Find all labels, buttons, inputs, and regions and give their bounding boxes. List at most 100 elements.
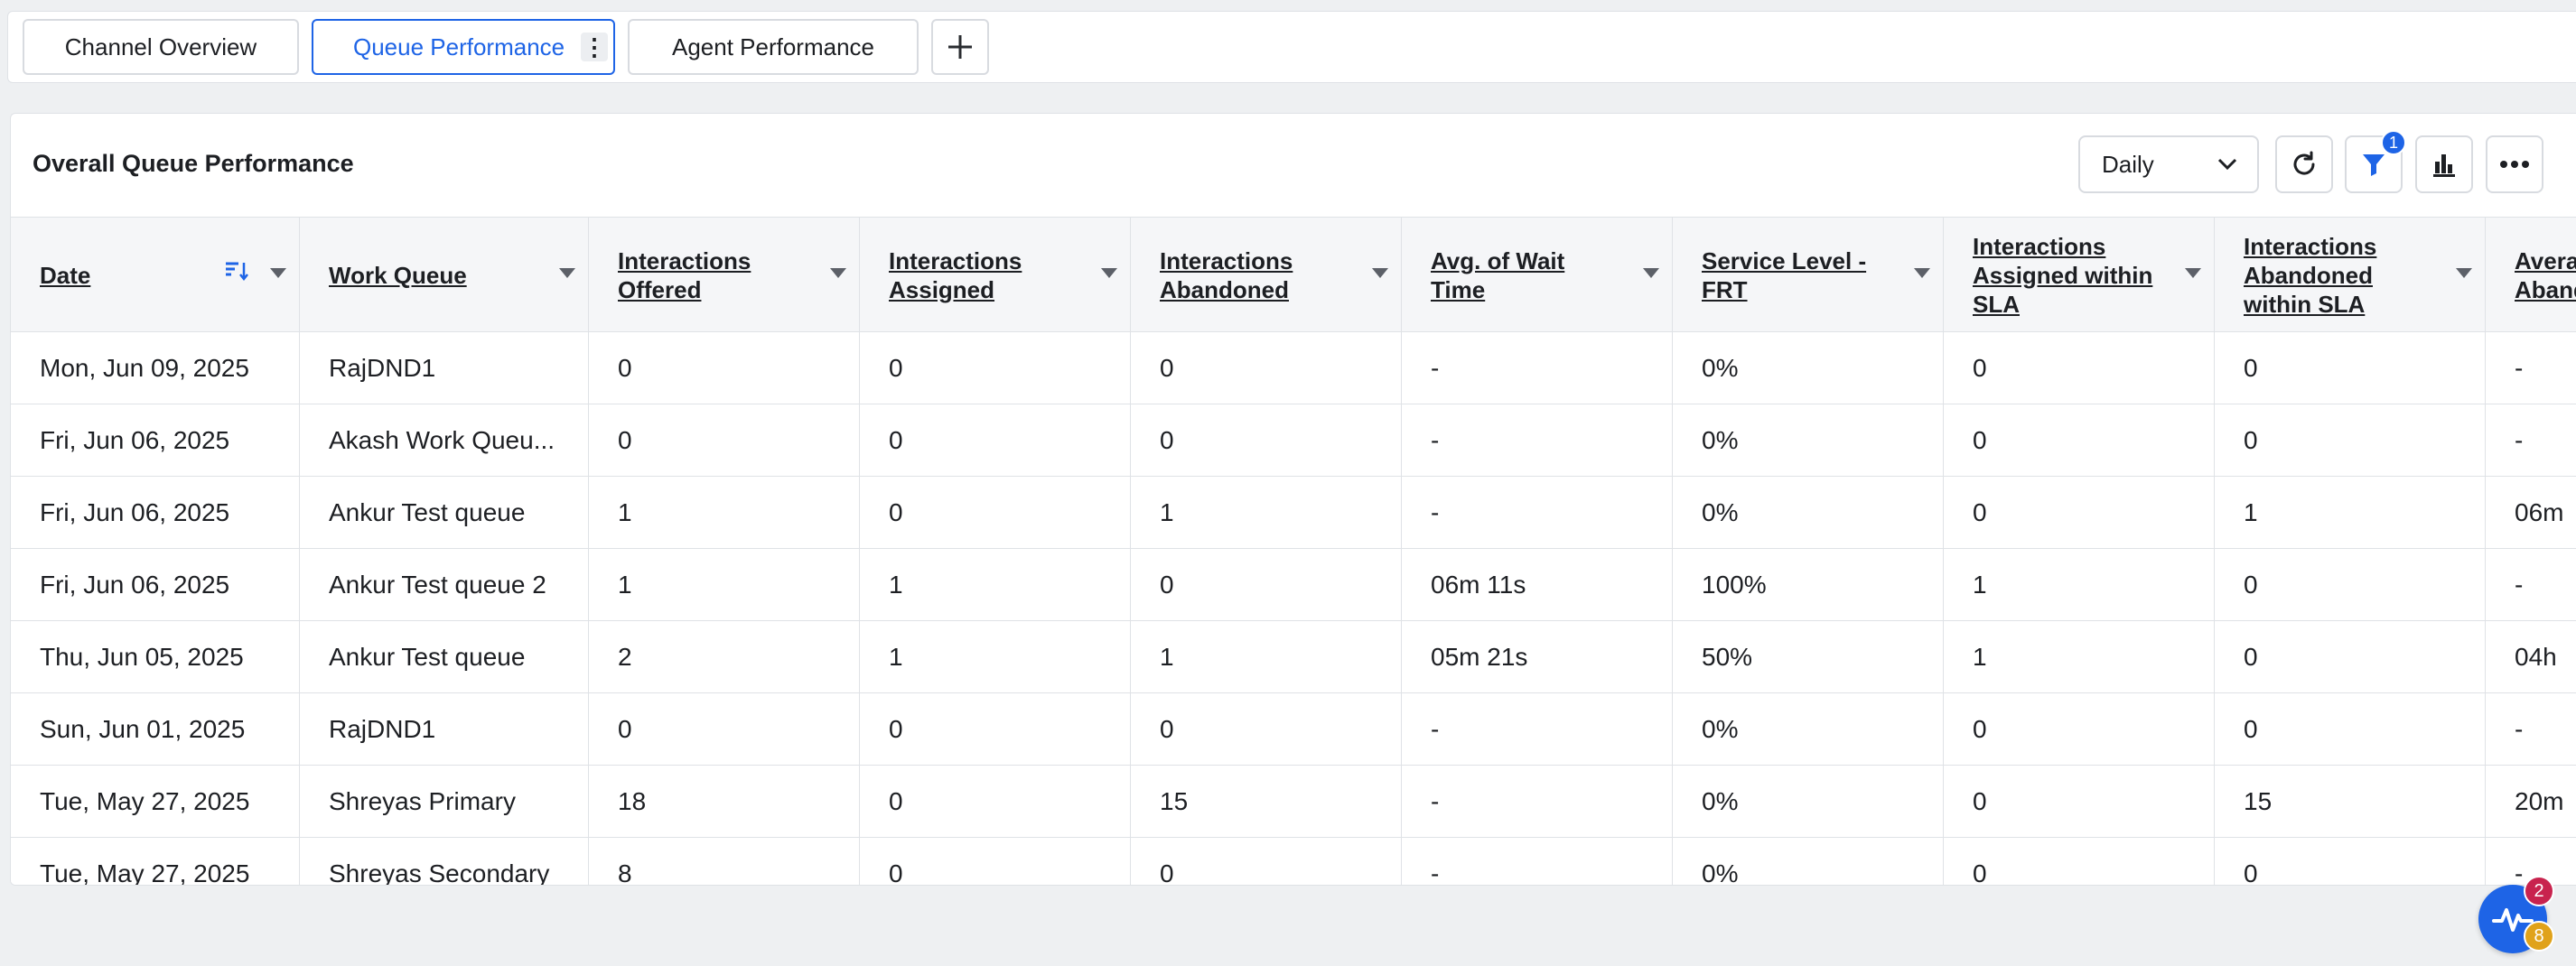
- column-menu-caret-icon[interactable]: [2456, 268, 2472, 278]
- cell-interactions-abandoned: 0: [1131, 332, 1402, 404]
- column-menu-caret-icon[interactable]: [270, 268, 286, 278]
- tab-channel-overview[interactable]: Channel Overview: [23, 19, 299, 75]
- cell-interactions-abandoned: 0: [1131, 404, 1402, 477]
- cell-work-queue: RajDND1: [300, 693, 589, 766]
- column-menu-caret-icon[interactable]: [830, 268, 846, 278]
- filter-button[interactable]: 1: [2345, 130, 2406, 193]
- refresh-button[interactable]: [2275, 135, 2333, 193]
- cell-abandoned-within-sla: 0: [2215, 404, 2486, 477]
- cell-average-abandoned: -: [2486, 693, 2576, 766]
- alert-count-badge: 2: [2524, 876, 2554, 906]
- cell-work-queue: Ankur Test queue 2: [300, 549, 589, 621]
- cell-service-level-frt: 0%: [1673, 766, 1944, 838]
- column-header-label: Interactions Assigned within SLA: [1973, 233, 2153, 318]
- filter-count-badge: 1: [2381, 130, 2406, 155]
- cell-work-queue: Shreyas Secondary: [300, 838, 589, 885]
- cell-assigned-within-sla: 1: [1944, 549, 2215, 621]
- cell-date: Fri, Jun 06, 2025: [11, 477, 300, 549]
- table-header: Date Work Queue Interactions Offered Int…: [11, 217, 2576, 333]
- bar-chart-icon: [2433, 154, 2455, 177]
- cell-assigned-within-sla: 1: [1944, 621, 2215, 693]
- column-header-date[interactable]: Date: [11, 218, 300, 333]
- cell-avg-wait-time: -: [1402, 332, 1673, 404]
- table-row[interactable]: Fri, Jun 06, 2025 Ankur Test queue 2 1 1 0 06…: [11, 549, 2576, 621]
- cell-date: Fri, Jun 06, 2025: [11, 404, 300, 477]
- cell-assigned-within-sla: 0: [1944, 766, 2215, 838]
- cell-interactions-offered: 1: [589, 477, 860, 549]
- tab-options-icon[interactable]: ⋮: [581, 33, 608, 61]
- cell-interactions-assigned: 0: [860, 766, 1131, 838]
- column-menu-caret-icon[interactable]: [1101, 268, 1117, 278]
- column-menu-caret-icon[interactable]: [2185, 268, 2201, 278]
- table-row[interactable]: Tue, May 27, 2025 Shreyas Secondary 8 0 0-0%…: [11, 838, 2576, 885]
- chevron-down-icon: [2217, 158, 2237, 171]
- column-header-label: Interactions Abandoned within SLA: [2244, 233, 2377, 318]
- cell-avg-wait-time: 05m 21s: [1402, 621, 1673, 693]
- table-row[interactable]: Tue, May 27, 2025 Shreyas Primary 18 0 15-0%…: [11, 766, 2576, 838]
- cell-average-abandoned: -: [2486, 332, 2576, 404]
- table-row[interactable]: Thu, Jun 05, 2025 Ankur Test queue 2 1 1 05m …: [11, 621, 2576, 693]
- column-header-average-abandoned[interactable]: Average Abandoned: [2486, 218, 2576, 333]
- cell-abandoned-within-sla: 0: [2215, 693, 2486, 766]
- table-row[interactable]: Fri, Jun 06, 2025 Akash Work Queu... 0 0 0-0…: [11, 404, 2576, 477]
- cell-average-abandoned: -: [2486, 404, 2576, 477]
- cell-abandoned-within-sla: 0: [2215, 621, 2486, 693]
- cell-date: Tue, May 27, 2025: [11, 766, 300, 838]
- column-menu-caret-icon[interactable]: [1643, 268, 1659, 278]
- table-row[interactable]: Sun, Jun 01, 2025 RajDND1 0 0 0-0% 0 0-: [11, 693, 2576, 766]
- queue-performance-table: Date Work Queue Interactions Offered Int…: [11, 217, 2576, 885]
- cell-date: Sun, Jun 01, 2025: [11, 693, 300, 766]
- sort-descending-icon[interactable]: [224, 260, 249, 282]
- column-header-interactions-abandoned[interactable]: Interactions Abandoned: [1131, 218, 1402, 333]
- column-header-interactions-assigned[interactable]: Interactions Assigned: [860, 218, 1131, 333]
- cell-abandoned-within-sla: 1: [2215, 477, 2486, 549]
- cell-interactions-assigned: 0: [860, 693, 1131, 766]
- notification-count-badge: 8: [2524, 921, 2554, 952]
- cell-interactions-assigned: 1: [860, 621, 1131, 693]
- column-header-interactions-offered[interactable]: Interactions Offered: [589, 218, 860, 333]
- cell-work-queue: Ankur Test queue: [300, 621, 589, 693]
- column-header-label: Avg. of Wait Time: [1431, 247, 1565, 303]
- table-row[interactable]: Mon, Jun 09, 2025 RajDND1 0 0 0-0% 0 0-: [11, 332, 2576, 404]
- cell-average-abandoned: 04h: [2486, 621, 2576, 693]
- more-options-button[interactable]: [2486, 135, 2543, 193]
- column-header-assigned-within-sla[interactable]: Interactions Assigned within SLA: [1944, 218, 2215, 333]
- column-header-label: Date: [40, 262, 91, 289]
- column-header-abandoned-within-sla[interactable]: Interactions Abandoned within SLA: [2215, 218, 2486, 333]
- column-header-work-queue[interactable]: Work Queue: [300, 218, 589, 333]
- cell-interactions-abandoned: 0: [1131, 549, 1402, 621]
- cell-assigned-within-sla: 0: [1944, 838, 2215, 885]
- tab-queue-performance[interactable]: Queue Performance ⋮: [312, 19, 615, 75]
- cell-service-level-frt: 0%: [1673, 404, 1944, 477]
- cell-assigned-within-sla: 0: [1944, 693, 2215, 766]
- cell-avg-wait-time: -: [1402, 477, 1673, 549]
- cell-work-queue: Akash Work Queu...: [300, 404, 589, 477]
- activity-widget-button[interactable]: 2 8: [2478, 876, 2554, 953]
- tab-label: Agent Performance: [671, 33, 874, 60]
- table-row[interactable]: Fri, Jun 06, 2025 Ankur Test queue 1 0 1-0% 0…: [11, 477, 2576, 549]
- cell-date: Tue, May 27, 2025: [11, 838, 300, 885]
- filter-icon: [2363, 154, 2385, 176]
- column-header-label: Work Queue: [329, 262, 467, 289]
- cell-interactions-assigned: 0: [860, 838, 1131, 885]
- chart-view-button[interactable]: [2415, 135, 2473, 193]
- column-menu-caret-icon[interactable]: [559, 268, 575, 278]
- cell-assigned-within-sla: 0: [1944, 477, 2215, 549]
- cell-abandoned-within-sla: 0: [2215, 332, 2486, 404]
- cell-abandoned-within-sla: 15: [2215, 766, 2486, 838]
- column-header-avg-wait-time[interactable]: Avg. of Wait Time: [1402, 218, 1673, 333]
- cell-date: Fri, Jun 06, 2025: [11, 549, 300, 621]
- cell-work-queue: Ankur Test queue: [300, 477, 589, 549]
- granularity-select[interactable]: Daily: [2078, 135, 2259, 193]
- widget-title: Overall Queue Performance: [33, 150, 354, 177]
- add-tab-button[interactable]: [931, 19, 989, 75]
- column-menu-caret-icon[interactable]: [1914, 268, 1930, 278]
- cell-interactions-assigned: 0: [860, 404, 1131, 477]
- tab-agent-performance[interactable]: Agent Performance: [628, 19, 919, 75]
- column-header-service-level-frt[interactable]: Service Level - FRT: [1673, 218, 1944, 333]
- cell-interactions-offered: 0: [589, 332, 860, 404]
- cell-service-level-frt: 0%: [1673, 838, 1944, 885]
- cell-interactions-abandoned: 0: [1131, 693, 1402, 766]
- cell-average-abandoned: -: [2486, 838, 2576, 885]
- column-menu-caret-icon[interactable]: [1372, 268, 1388, 278]
